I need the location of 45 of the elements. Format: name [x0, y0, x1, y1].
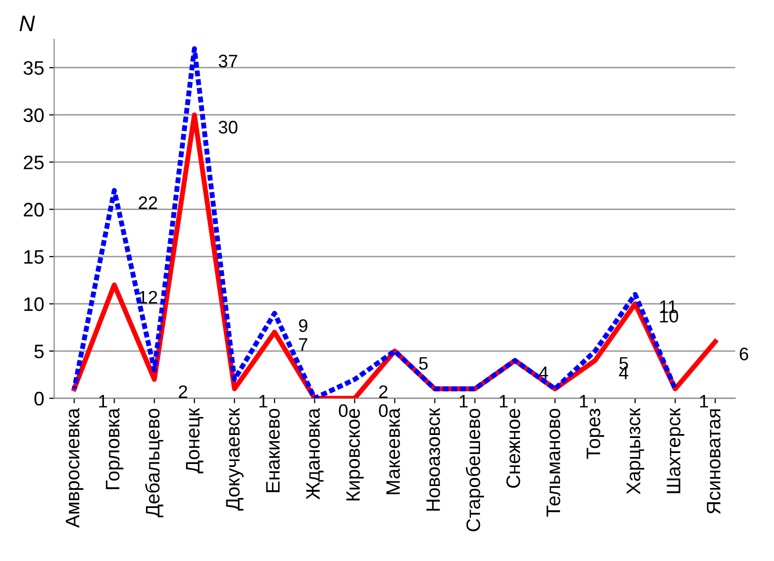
data-label: 9 — [299, 319, 308, 332]
x-tick-label: Горловка — [106, 408, 124, 490]
x-tick-label: Тельманово — [546, 408, 560, 517]
data-label: 1 — [580, 395, 588, 408]
y-tick-label: 0 — [34, 392, 44, 406]
y-tick-label: 5 — [34, 344, 44, 358]
y-tick-label: 15 — [24, 250, 44, 264]
data-label: 4 — [538, 366, 548, 380]
x-tick-label: Кировское — [346, 408, 364, 500]
y-axis-title: N — [20, 16, 35, 32]
data-label: 2 — [178, 385, 188, 398]
x-tick-label: Амвросиевка — [66, 408, 84, 528]
data-label: 5 — [419, 357, 428, 370]
x-tick-label: Торез — [586, 408, 604, 459]
x-tick-label: Макеевка — [386, 408, 400, 494]
data-label: 0 — [378, 404, 388, 418]
data-label: 30 — [218, 120, 238, 134]
data-label: 2 — [379, 385, 388, 398]
data-label: 1 — [700, 395, 708, 408]
y-tick-label: 30 — [24, 108, 44, 122]
x-tick-label: Ясиноватая — [706, 409, 720, 514]
y-tick-label: 20 — [24, 202, 44, 217]
data-label: 37 — [218, 54, 238, 68]
data-label: 0 — [338, 404, 348, 418]
x-tick-label: Новоазовск — [426, 408, 440, 511]
x-tick-label: Шахтерск — [666, 408, 684, 494]
x-tick-label: Снежное — [506, 408, 520, 488]
data-label: 6 — [740, 348, 748, 360]
y-tick-label: 35 — [24, 61, 44, 75]
x-tick-label: Ждановка — [306, 408, 324, 500]
y-tick-label: 10 — [24, 297, 44, 312]
x-tick-label: Докучаевск — [226, 408, 244, 511]
x-tick-label: Харцызск — [626, 408, 644, 494]
data-label: 7 — [299, 338, 308, 351]
data-label: 1 — [500, 395, 508, 408]
x-tick-label: Донецк — [186, 408, 204, 474]
x-tick-label: Енакиево — [266, 408, 280, 492]
data-label: 1 — [259, 395, 268, 408]
data-label: 1 — [99, 395, 107, 408]
x-tick-label: Старобешево — [466, 408, 484, 532]
data-label: 1 — [460, 395, 468, 408]
data-label: 12 — [139, 290, 158, 304]
y-tick-label: 25 — [24, 156, 44, 170]
x-tick-label: Дебальцево — [145, 408, 164, 518]
data-label: 22 — [138, 196, 158, 210]
